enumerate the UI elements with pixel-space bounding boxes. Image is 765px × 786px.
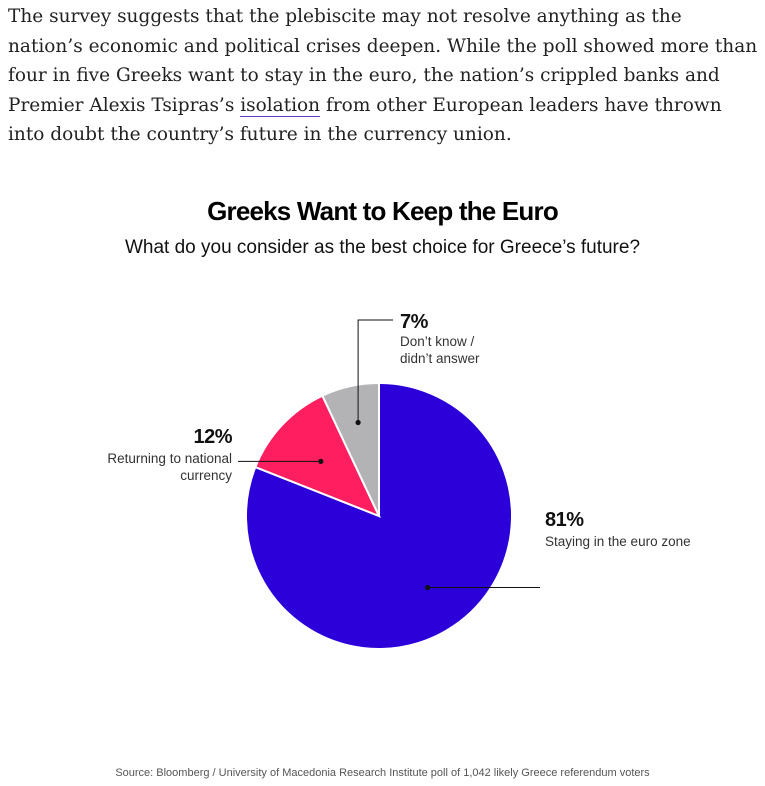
dont-know-leader-dot bbox=[355, 419, 361, 426]
label-dont-know: 7% Don’t know / didn’t answer bbox=[400, 311, 510, 367]
dont-know-value-label: 7% bbox=[400, 311, 428, 333]
article-paragraph: The survey suggests that the plebiscite … bbox=[8, 2, 758, 150]
euro-zone-value-label: 81% bbox=[545, 509, 584, 531]
pie-slice-dont-know bbox=[321, 381, 380, 517]
euro-zone-leader-dot bbox=[425, 584, 431, 591]
chart-source: Source: Bloomberg / University of Macedo… bbox=[115, 767, 650, 779]
national-currency-category-label: Returning to national currency bbox=[107, 451, 232, 483]
label-euro-zone: 81% Staying in the euro zone bbox=[545, 509, 691, 550]
national-currency-value-label: 12% bbox=[193, 426, 232, 448]
isolation-link[interactable]: isolation bbox=[240, 94, 321, 117]
chart-subtitle: What do you consider as the best choice … bbox=[124, 237, 641, 258]
article-text-after-link: from other European leaders have thrown … bbox=[8, 94, 722, 146]
article-text-before-link: The survey suggests that the plebiscite … bbox=[8, 6, 758, 116]
label-national-currency: 12% Returning to national currency bbox=[80, 426, 232, 484]
chart-title: Greeks Want to Keep the Euro bbox=[207, 196, 559, 226]
dont-know-category-label: Don’t know / didn’t answer bbox=[400, 334, 480, 366]
euro-zone-category-label: Staying in the euro zone bbox=[545, 534, 691, 549]
dont-know-leader-line bbox=[357, 319, 393, 423]
pie-slice-national-currency bbox=[254, 394, 381, 518]
national-currency-leader-dot bbox=[318, 458, 324, 464]
